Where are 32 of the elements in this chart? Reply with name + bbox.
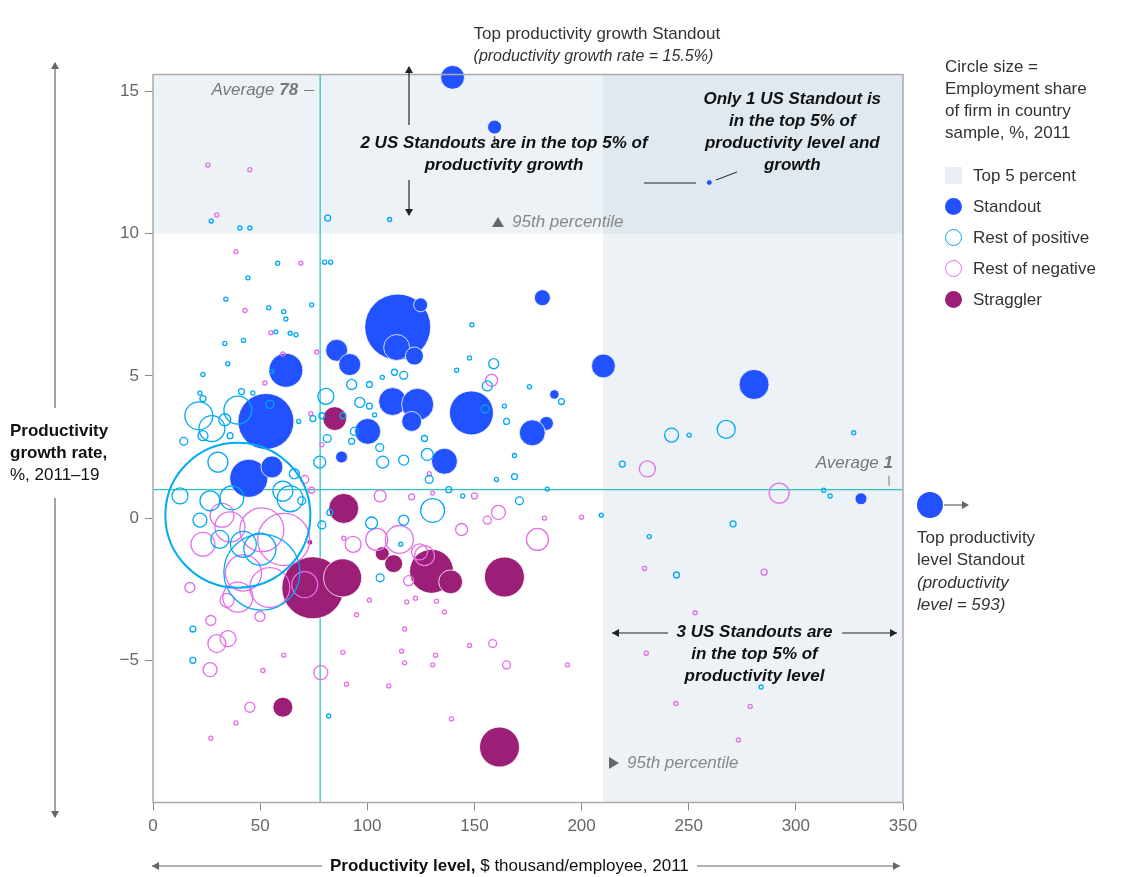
legend-title: Circle size = Employment share of firm in country sample, %, 2011 [945,56,1088,144]
annotation: 2 US Standouts are in the top 5% of productivity growth [359,132,650,176]
x-tick-label: 250 [674,816,703,836]
x-tick-label: 150 [460,816,489,836]
band-label: 95th percentile [512,210,624,233]
x-tick-label: 100 [353,816,382,836]
legend-label: Rest of negative [973,258,1096,279]
annotation: 3 US Standouts are in the top 5% of productivity level [675,621,834,687]
text: Top productivity level Standout [917,527,1037,571]
annotation: Top productivity growth Standout [473,23,721,46]
y-tick-label: 15 [120,81,139,101]
band-label: 95th percentile [627,751,739,774]
legend-label: Rest of positive [973,227,1090,248]
ref-line-label: Average 1 [814,453,894,473]
x-tick-label: 300 [781,816,811,836]
x-tick-label: 0 [148,816,158,836]
text: (productivity growth rate = 15.5%) [473,46,714,67]
legend-label: Straggler [973,289,1042,310]
x-tick-label: 50 [250,816,270,836]
y-tick-label: 0 [129,507,139,527]
y-tick-label: 10 [120,223,139,243]
y-axis-title: Productivity growth rate, %, 2011–19 [10,420,110,486]
text: (productivity level = 593) [917,572,1011,616]
annotation: Only 1 US Standout is in the top 5% of productivity level and growth [702,87,883,176]
ref-line-label: Average 78 [210,80,299,100]
legend-label: Standout [973,196,1042,217]
y-tick-label: −5 [119,650,139,669]
x-axis-title: Productivity level, $ thousand/employee, 2011 [330,855,689,877]
y-tick-label: 5 [129,365,139,385]
x-tick-label: 200 [567,816,596,836]
text: Top 5 percent [973,165,1077,186]
x-tick-label: 350 [888,816,918,836]
